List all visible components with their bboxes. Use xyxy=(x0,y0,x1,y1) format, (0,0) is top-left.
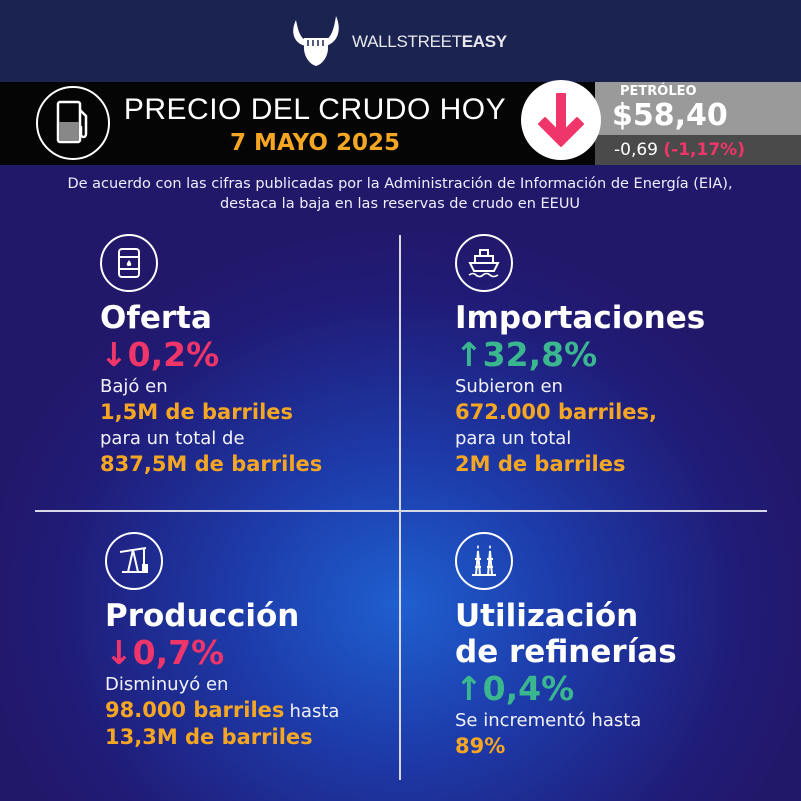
fuel-pump-icon xyxy=(36,86,110,160)
change-pct: (-1,17%) xyxy=(663,140,745,160)
price-value: $58,40 xyxy=(612,98,728,133)
section-produccion: Producción ↓0,7% Disminuyó en 98.000 bar… xyxy=(105,532,425,751)
section-refinerias: Utilización de refinerías ↑0,4% Se incre… xyxy=(455,532,775,760)
section-line: Se incrementó hasta xyxy=(455,710,642,731)
oil-pumpjack-icon xyxy=(105,532,163,590)
section-highlight: 2M de barriles xyxy=(455,452,626,476)
section-line: Bajó en xyxy=(100,376,168,397)
section-highlight: 837,5M de barriles xyxy=(100,452,323,476)
section-title-line2: de refinerías xyxy=(455,634,677,670)
section-highlight: 13,3M de barriles xyxy=(105,725,313,749)
banner-title: PRECIO DEL CRUDO HOY xyxy=(123,93,507,126)
price-change: -0,69 (-1,17%) xyxy=(614,140,745,160)
section-line: para un total de xyxy=(100,428,245,449)
cargo-ship-icon xyxy=(455,234,513,292)
section-highlight: 672.000 barriles, xyxy=(455,400,657,424)
section-line: Disminuyó en xyxy=(105,674,229,695)
section-pct: ↑32,8% xyxy=(455,335,598,374)
brand-name-bold: EASY xyxy=(461,32,507,51)
section-title: Oferta xyxy=(100,300,212,336)
divider-vertical xyxy=(399,235,401,780)
price-down-indicator xyxy=(521,80,601,160)
section-highlight: 98.000 barriles xyxy=(105,698,285,722)
change-abs: -0,69 xyxy=(614,140,658,160)
section-importaciones: Importaciones ↑32,8% Subieron en 672.000… xyxy=(455,234,775,478)
refinery-icon xyxy=(455,532,513,590)
price-box xyxy=(595,82,801,135)
section-highlight: 89% xyxy=(455,734,506,758)
section-line: para un total xyxy=(455,428,572,449)
intro-text: De acuerdo con las cifras publicadas por… xyxy=(67,176,733,212)
brand-name: WALLSTREET xyxy=(352,32,462,51)
section-line: hasta xyxy=(289,701,340,722)
section-oferta: Oferta ↓0,2% Bajó en 1,5M de barriles pa… xyxy=(100,234,420,478)
section-line: Subieron en xyxy=(455,376,563,397)
brand-logo: WALLSTREETEASY xyxy=(288,14,507,70)
banner-date: 7 MAYO 2025 xyxy=(230,130,400,156)
section-title: Utilización xyxy=(455,598,639,634)
header: WALLSTREETEASY xyxy=(0,0,801,82)
arrow-down-icon xyxy=(538,93,584,147)
section-pct: ↓0,7% xyxy=(105,633,225,672)
section-title: Importaciones xyxy=(455,300,706,336)
oil-barrel-icon xyxy=(100,234,158,292)
section-title: Producción xyxy=(105,598,300,634)
bull-fist-icon xyxy=(293,16,339,66)
price-label: PETRÓLEO xyxy=(620,84,697,99)
section-pct: ↑0,4% xyxy=(455,669,575,708)
divider-horizontal xyxy=(35,510,767,512)
section-pct: ↓0,2% xyxy=(100,335,220,374)
change-box xyxy=(595,135,801,165)
section-highlight: 1,5M de barriles xyxy=(100,400,294,424)
